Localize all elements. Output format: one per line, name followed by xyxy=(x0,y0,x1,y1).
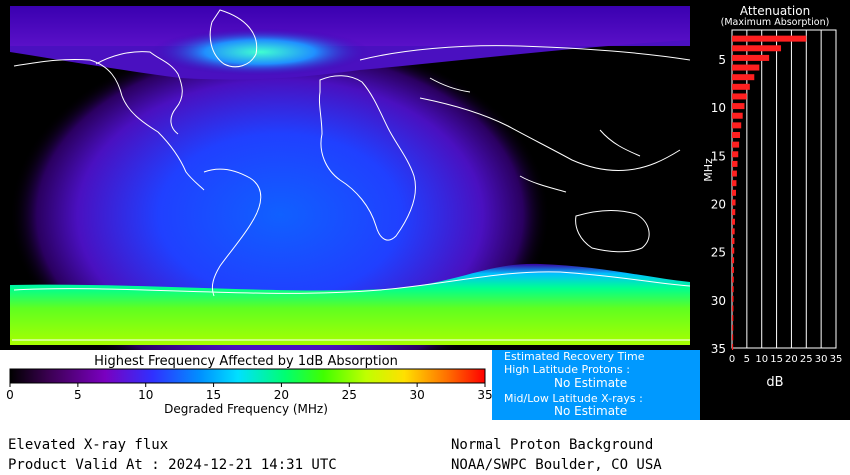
attenuation-bar xyxy=(732,257,735,264)
legend-tick-label: 20 xyxy=(274,388,289,402)
attenuation-bar xyxy=(732,344,734,350)
attenuation-x-tick: 20 xyxy=(785,354,798,365)
legend-ticks: 0 5 10 15 20 25 30 35 xyxy=(6,383,492,402)
legend-tick-label: 25 xyxy=(342,388,357,402)
low-latitude-label: Mid/Low Latitude X-rays : xyxy=(504,392,643,405)
attenuation-bar xyxy=(732,160,738,167)
attenuation-x-tick: 30 xyxy=(815,354,828,365)
attenuation-bar xyxy=(732,334,734,341)
attenuation-x-ticks: 0 5 10 15 20 25 30 35 xyxy=(729,354,843,365)
attenuation-bars xyxy=(732,35,807,350)
attenuation-y-ticks: 5 10 15 20 25 30 35 xyxy=(711,53,726,356)
coastlines xyxy=(12,9,691,341)
attenuation-bar xyxy=(732,103,745,110)
attenuation-bar xyxy=(732,218,735,225)
attenuation-xlabel: dB xyxy=(766,375,783,390)
legend-tick-label: 5 xyxy=(74,388,82,402)
attenuation-y-tick: 15 xyxy=(711,149,726,163)
attenuation-bar xyxy=(732,151,739,158)
attenuation-bar xyxy=(732,324,734,331)
attenuation-x-tick: 5 xyxy=(744,354,750,365)
legend-tick-label: 0 xyxy=(6,388,14,402)
attenuation-bar xyxy=(732,286,734,293)
source-text: NOAA/SWPC Boulder, CO USA xyxy=(451,457,662,473)
recovery-title: Estimated Recovery Time xyxy=(504,350,645,363)
attenuation-y-tick: 30 xyxy=(711,294,726,308)
attenuation-bar xyxy=(732,132,741,138)
attenuation-x-tick: 15 xyxy=(770,354,783,365)
status-left: Elevated X-ray flux xyxy=(8,437,169,453)
low-latitude-value: No Estimate xyxy=(554,404,628,418)
absorption-map xyxy=(0,0,700,350)
legend-tick-label: 15 xyxy=(206,388,221,402)
attenuation-bar xyxy=(732,35,807,42)
attenuation-bar xyxy=(732,305,734,312)
attenuation-bar xyxy=(732,228,735,235)
legend-tick-label: 35 xyxy=(477,388,492,402)
attenuation-x-tick: 25 xyxy=(800,354,813,365)
attenuation-bar xyxy=(732,45,782,52)
high-latitude-value: No Estimate xyxy=(554,376,628,390)
attenuation-x-tick: 0 xyxy=(729,354,735,365)
attenuation-y-tick: 25 xyxy=(711,246,726,260)
attenuation-bar xyxy=(732,83,750,90)
attenuation-gridlines xyxy=(731,29,837,349)
attenuation-subtitle: (Maximum Absorption) xyxy=(721,17,830,28)
attenuation-x-tick: 10 xyxy=(755,354,768,365)
attenuation-bar xyxy=(732,276,734,283)
attenuation-bar xyxy=(732,122,742,129)
attenuation-bar xyxy=(732,238,735,244)
attenuation-bar xyxy=(732,64,760,71)
attenuation-y-tick: 10 xyxy=(711,101,726,115)
legend-xlabel: Degraded Frequency (MHz) xyxy=(164,402,328,416)
legend-tick-label: 10 xyxy=(138,388,153,402)
attenuation-y-tick: 20 xyxy=(711,197,726,211)
attenuation-bar xyxy=(732,247,735,254)
attenuation-bar xyxy=(732,199,736,206)
attenuation-chart: Attenuation (Maximum Absorption) MHz dB … xyxy=(700,0,850,420)
attenuation-bar xyxy=(732,266,734,273)
attenuation-y-tick: 5 xyxy=(718,53,726,67)
attenuation-bar xyxy=(732,112,743,119)
legend-tick-label: 30 xyxy=(410,388,425,402)
attenuation-x-tick: 35 xyxy=(830,354,843,365)
attenuation-bar xyxy=(732,189,737,196)
frequency-legend: Highest Frequency Affected by 1dB Absorp… xyxy=(0,350,492,420)
attenuation-bar xyxy=(732,315,734,322)
attenuation-bar xyxy=(732,170,737,177)
attenuation-bar xyxy=(732,74,755,81)
footer: Elevated X-ray flux Product Valid At : 2… xyxy=(0,420,850,475)
attenuation-bar xyxy=(732,54,770,61)
attenuation-bar xyxy=(732,295,734,302)
attenuation-title: Attenuation xyxy=(740,4,810,18)
attenuation-bar xyxy=(732,180,737,187)
attenuation-bar xyxy=(732,93,747,100)
recovery-time-box: Estimated Recovery Time High Latitude Pr… xyxy=(492,350,700,420)
legend-title: Highest Frequency Affected by 1dB Absorp… xyxy=(94,354,398,369)
legend-colorbar xyxy=(9,368,486,384)
attenuation-bar xyxy=(732,141,740,148)
high-latitude-label: High Latitude Protons : xyxy=(504,363,630,376)
attenuation-ylabel: MHz xyxy=(702,158,715,182)
attenuation-y-tick: 35 xyxy=(711,342,726,356)
status-right: Normal Proton Background xyxy=(451,437,654,453)
attenuation-bar xyxy=(732,209,736,216)
valid-at-text: Product Valid At : 2024-12-21 14:31 UTC xyxy=(8,457,337,473)
absorption-field xyxy=(10,6,690,350)
